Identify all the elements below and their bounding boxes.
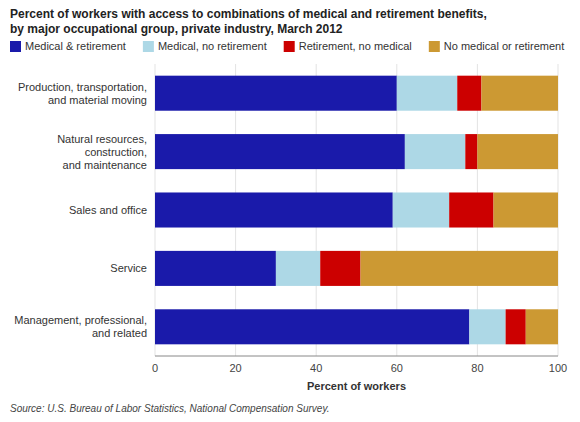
y-tick-label-line: and maintenance <box>63 159 147 171</box>
y-tick-label-line: and related <box>92 327 147 339</box>
grid <box>155 64 558 356</box>
legend-label: Medical & retirement <box>25 40 126 52</box>
title: Percent of workers with access to combin… <box>10 7 487 36</box>
bar-segment <box>457 76 481 111</box>
bar-segment <box>155 309 469 344</box>
y-tick-label-line: Production, transportation, <box>18 81 147 93</box>
bar-segment <box>155 192 393 227</box>
x-tick-label: 60 <box>391 362 403 374</box>
y-tick-label: Management, professional,and related <box>14 314 147 339</box>
bar-segment <box>405 134 465 169</box>
x-tick-label: 100 <box>549 362 567 374</box>
legend-item: Medical & retirement <box>10 40 126 52</box>
bar-segment <box>155 251 276 286</box>
chart: Percent of workers with access to combin… <box>0 0 580 422</box>
y-tick-label-line: Service <box>110 262 147 274</box>
y-tick-label-line: Management, professional, <box>14 314 147 326</box>
legend-item: Medical, no retirement <box>143 40 267 52</box>
legend-item: Retirement, no medical <box>284 40 412 52</box>
legend: Medical & retirement Medical, no retireme… <box>10 40 564 52</box>
title-line: by major occupational group, private ind… <box>10 22 343 36</box>
x-tick-label: 40 <box>310 362 322 374</box>
source-note: Source: U.S. Bureau of Labor Statistics,… <box>10 403 329 414</box>
y-tick-label-line: and material moving <box>48 94 147 106</box>
bar-segment <box>320 251 360 286</box>
bar-segment <box>397 76 457 111</box>
legend-label: No medical or retirement <box>444 40 564 52</box>
y-tick-label-line: Natural resources, <box>57 133 147 145</box>
bar-segment <box>481 76 558 111</box>
bar-segment <box>469 309 505 344</box>
bar-segment <box>465 134 477 169</box>
y-tick-label-line: Sales and office <box>69 204 147 216</box>
bar-segment <box>276 251 320 286</box>
y-tick-label: Production, transportation,and material … <box>18 81 147 106</box>
bar-segment <box>494 192 558 227</box>
title-line: Percent of workers with access to combin… <box>10 7 487 21</box>
legend-swatch <box>143 41 154 52</box>
bar-segment <box>449 192 493 227</box>
legend-swatch <box>284 41 295 52</box>
legend-label: Medical, no retirement <box>158 40 267 52</box>
bar-segment <box>361 251 558 286</box>
x-tick-label: 0 <box>152 362 158 374</box>
bar-segment <box>526 309 558 344</box>
y-tick-label: Sales and office <box>69 204 147 216</box>
bar-segment <box>155 134 405 169</box>
legend-item: No medical or retirement <box>429 40 564 52</box>
bar-segment <box>393 192 449 227</box>
y-tick-label: Service <box>110 262 147 274</box>
legend-label: Retirement, no medical <box>299 40 412 52</box>
bar-segment <box>506 309 526 344</box>
bar-segment <box>155 76 397 111</box>
y-tick-label: Natural resources,construction,and maint… <box>57 133 147 171</box>
x-tick-label: 80 <box>471 362 483 374</box>
bars <box>155 76 558 345</box>
legend-swatch <box>10 41 21 52</box>
x-axis-label: Percent of workers <box>307 380 406 392</box>
y-tick-label-line: construction, <box>85 146 147 158</box>
legend-swatch <box>429 41 440 52</box>
bar-segment <box>477 134 558 169</box>
x-axis-line <box>155 356 558 357</box>
x-tick-label: 20 <box>229 362 241 374</box>
